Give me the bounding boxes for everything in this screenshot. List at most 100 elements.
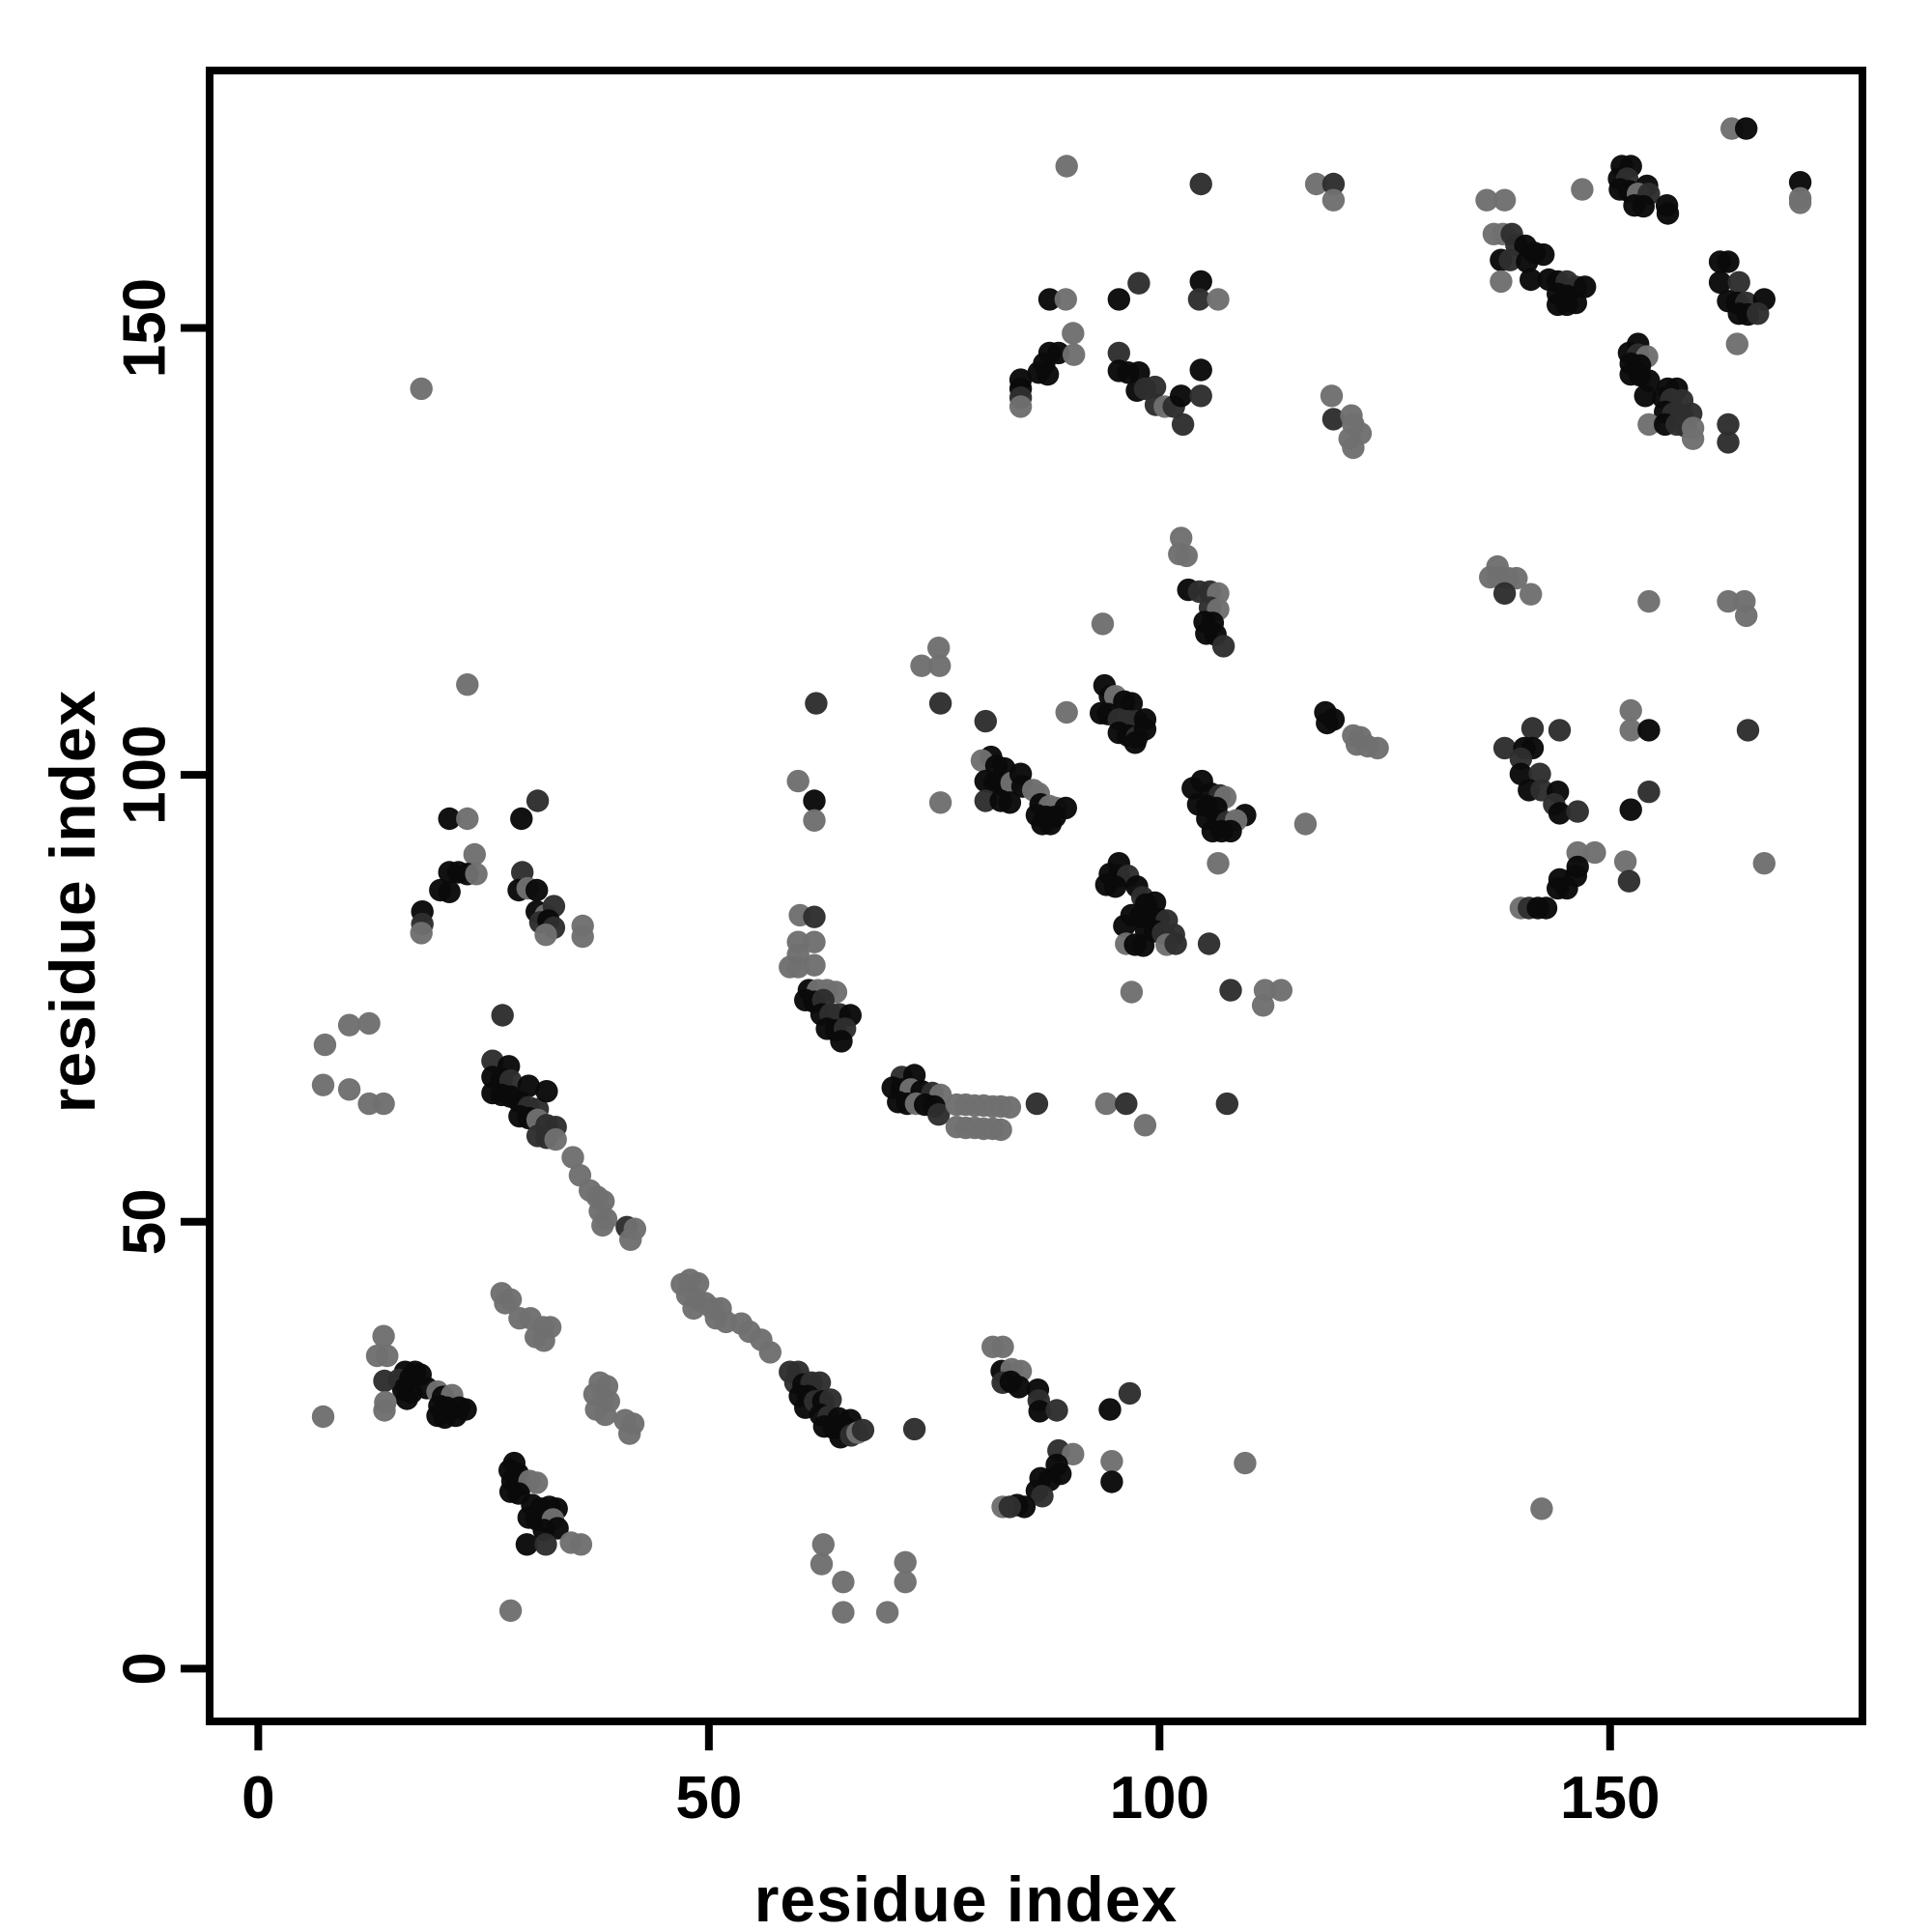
- data-point: [1492, 188, 1517, 212]
- data-point: [311, 1073, 335, 1096]
- data-point: [805, 692, 828, 715]
- x-axis-title: residue index: [753, 1863, 1179, 1932]
- data-point: [569, 1533, 593, 1556]
- data-point: [1100, 1470, 1123, 1493]
- data-point: [1534, 896, 1558, 920]
- data-point: [1717, 589, 1740, 613]
- data-point: [1036, 362, 1060, 386]
- data-point: [1094, 1092, 1119, 1116]
- data-point: [1727, 270, 1750, 294]
- data-point: [1054, 288, 1078, 311]
- data-point: [1304, 172, 1328, 196]
- data-point: [1788, 191, 1812, 214]
- y-axis-title: residue index: [37, 689, 108, 1114]
- data-point: [1120, 692, 1144, 715]
- data-point: [1028, 1400, 1051, 1423]
- data-point: [998, 791, 1022, 814]
- data-point: [928, 692, 952, 715]
- data-point: [1747, 302, 1770, 326]
- data-point: [1520, 717, 1545, 740]
- data-point: [1632, 194, 1656, 218]
- data-point: [454, 1398, 477, 1421]
- data-point: [1219, 819, 1242, 843]
- data-point: [1054, 796, 1078, 820]
- data-point: [1113, 914, 1136, 938]
- data-point: [337, 1078, 361, 1101]
- data-point: [1475, 188, 1498, 212]
- data-point: [1736, 719, 1760, 742]
- data-point: [1342, 436, 1365, 460]
- data-point: [373, 1399, 396, 1422]
- data-point: [438, 807, 461, 831]
- data-point: [1091, 612, 1115, 636]
- data-point: [1634, 384, 1657, 408]
- data-point: [1164, 932, 1187, 955]
- data-point: [1320, 384, 1344, 408]
- data-point: [591, 1213, 614, 1237]
- data-point: [373, 1369, 396, 1393]
- data-point: [1516, 250, 1539, 273]
- data-point: [1583, 840, 1606, 865]
- scatter-points: [311, 117, 1812, 1624]
- data-point: [491, 1004, 514, 1027]
- data-point: [1619, 719, 1642, 742]
- data-point: [1708, 270, 1732, 294]
- data-point: [1234, 1451, 1257, 1475]
- data-point: [1617, 869, 1641, 893]
- data-point: [1637, 412, 1661, 437]
- data-point: [803, 905, 826, 928]
- data-point: [1115, 1092, 1138, 1116]
- data-point: [786, 769, 810, 793]
- y-tick-label: 0: [112, 1652, 179, 1685]
- data-point: [1175, 544, 1199, 568]
- data-point: [910, 654, 933, 677]
- data-point: [544, 1127, 567, 1151]
- data-point: [928, 791, 952, 814]
- data-point: [1120, 980, 1144, 1004]
- data-point: [1321, 172, 1346, 196]
- data-point: [372, 1092, 395, 1116]
- data-point: [1321, 708, 1346, 731]
- data-point: [1321, 408, 1346, 431]
- data-point: [1613, 850, 1637, 873]
- x-tick-label: 100: [1110, 1765, 1209, 1832]
- data-point: [1189, 358, 1212, 382]
- data-point: [498, 1599, 523, 1623]
- data-point: [534, 923, 557, 947]
- data-point: [1187, 288, 1211, 311]
- data-point: [1366, 736, 1389, 760]
- data-point: [1215, 1092, 1239, 1116]
- data-point: [1530, 1497, 1553, 1520]
- data-point: [1031, 1485, 1054, 1508]
- data-point: [1207, 852, 1230, 875]
- data-point: [1118, 1381, 1142, 1406]
- data-point: [1171, 412, 1195, 437]
- data-point: [395, 1387, 418, 1410]
- data-point: [1321, 188, 1346, 212]
- axis-ticks: [181, 324, 1614, 1750]
- data-point: [902, 1417, 926, 1441]
- data-point: [526, 789, 550, 812]
- data-point: [410, 922, 433, 945]
- data-point: [1251, 994, 1275, 1017]
- data-point: [1055, 155, 1078, 178]
- data-point: [830, 1030, 853, 1053]
- data-point: [535, 1080, 558, 1103]
- data-point: [998, 1495, 1022, 1519]
- data-point: [1098, 1398, 1122, 1421]
- y-tick-label: 100: [112, 724, 179, 824]
- data-point: [465, 863, 488, 886]
- data-point: [1637, 781, 1661, 804]
- data-point: [1520, 582, 1543, 606]
- data-point: [1211, 635, 1236, 658]
- data-point: [810, 1552, 834, 1576]
- data-point: [1133, 1114, 1157, 1137]
- data-point: [1520, 268, 1543, 292]
- data-point: [832, 1571, 855, 1594]
- data-point: [1062, 1442, 1085, 1466]
- data-point: [1555, 876, 1578, 900]
- data-point: [1619, 798, 1642, 821]
- data-point: [1103, 875, 1127, 898]
